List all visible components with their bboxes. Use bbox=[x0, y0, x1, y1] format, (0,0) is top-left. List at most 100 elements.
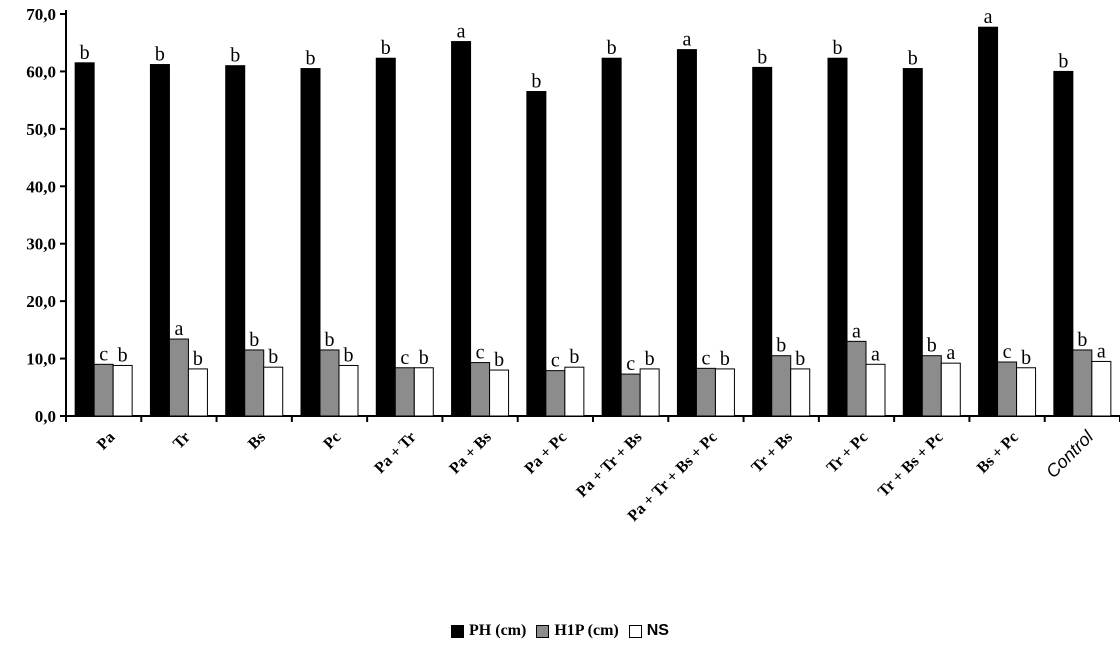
significance-letter: a bbox=[946, 342, 955, 364]
y-tick-label: 50,0 bbox=[26, 120, 56, 139]
significance-letter: b bbox=[531, 71, 541, 93]
bar-ph bbox=[451, 41, 472, 417]
significance-letter: b bbox=[344, 344, 354, 366]
bar-h1p bbox=[1072, 349, 1093, 417]
bar-h1p bbox=[545, 370, 566, 417]
bar-ph bbox=[375, 57, 396, 417]
significance-letter: b bbox=[645, 348, 655, 370]
significance-letter: b bbox=[419, 347, 429, 369]
significance-letter: b bbox=[381, 37, 391, 59]
bar-h1p bbox=[620, 373, 641, 417]
bar-ns bbox=[489, 369, 510, 417]
y-tick-label: 0,0 bbox=[35, 407, 56, 426]
category-label: Tr + Bs + Pc bbox=[875, 429, 947, 501]
bar-h1p bbox=[93, 363, 114, 417]
significance-letter: b bbox=[494, 349, 504, 371]
significance-letter: c bbox=[400, 347, 409, 369]
bar-ph bbox=[526, 91, 547, 417]
legend-swatch-ph bbox=[451, 624, 465, 638]
significance-letter: c bbox=[476, 342, 485, 364]
bar-ns bbox=[940, 362, 961, 417]
significance-letter: b bbox=[720, 348, 730, 370]
significance-letter: b bbox=[569, 346, 579, 368]
bar-ns bbox=[1016, 367, 1037, 417]
bar-ns bbox=[263, 366, 284, 417]
bar-ph bbox=[676, 49, 697, 417]
bar-ph bbox=[74, 62, 95, 417]
x-axis bbox=[65, 415, 1120, 422]
bar-ph bbox=[902, 68, 923, 417]
significance-letter: c bbox=[551, 350, 560, 372]
bar-ph bbox=[149, 64, 170, 417]
significance-letter: b bbox=[193, 348, 203, 370]
legend-swatch-ns bbox=[628, 624, 642, 638]
significance-letter: b bbox=[230, 45, 240, 67]
significance-letter: c bbox=[99, 343, 108, 365]
bars bbox=[74, 26, 1112, 417]
bar-h1p bbox=[168, 338, 189, 417]
bar-chart: 0,010,020,030,040,050,060,070,0 bc bbabbb… bbox=[26, 5, 1120, 525]
bar-ns bbox=[865, 363, 886, 417]
y-tick-label: 20,0 bbox=[26, 292, 56, 311]
category-label: Pc bbox=[320, 429, 344, 453]
legend: PH (cm) H1P (cm) NS bbox=[0, 622, 1120, 643]
significance-letter: a bbox=[984, 6, 993, 28]
bar-ns bbox=[1091, 360, 1112, 417]
significance-letter: b bbox=[908, 48, 918, 70]
category-label: Pa bbox=[94, 429, 119, 454]
significance-letter: b bbox=[80, 42, 90, 64]
significance-letter: b bbox=[833, 37, 843, 59]
bar-h1p bbox=[921, 355, 942, 417]
significance-letter: a bbox=[871, 343, 880, 365]
significance-letter: a bbox=[852, 320, 861, 342]
category-label: Pa + Pc bbox=[522, 429, 571, 478]
significance-letter: b bbox=[155, 44, 165, 66]
category-label: Pa + Tr bbox=[371, 429, 419, 477]
bar-ns bbox=[639, 368, 660, 417]
significance-letter: b bbox=[776, 335, 786, 357]
category-label: Tr + Pc bbox=[824, 429, 872, 477]
legend-item-ns: NS bbox=[628, 622, 669, 640]
bar-h1p bbox=[846, 340, 867, 417]
significance-letter: a bbox=[682, 29, 691, 51]
significance-letter: b bbox=[306, 48, 316, 70]
bar-ns bbox=[714, 368, 735, 417]
significance-letter: c bbox=[626, 353, 635, 375]
significance-letter: b bbox=[795, 348, 805, 370]
category-label: Pa + Tr + Bs bbox=[573, 429, 645, 501]
bar-h1p bbox=[244, 349, 265, 417]
significance-letter: b bbox=[1021, 347, 1031, 369]
significance-letter: a bbox=[1097, 340, 1106, 362]
bar-ph bbox=[978, 26, 999, 417]
y-tick-label: 40,0 bbox=[26, 177, 56, 196]
bar-ns bbox=[187, 368, 208, 417]
significance-letter: c bbox=[1003, 341, 1012, 363]
significance-letter: b bbox=[325, 329, 335, 351]
bar-ns bbox=[112, 364, 133, 417]
significance-letter: b bbox=[268, 346, 278, 368]
bar-ph bbox=[225, 65, 246, 417]
category-label: Bs + Pc bbox=[974, 429, 1022, 477]
bar-h1p bbox=[771, 355, 792, 417]
legend-label-ph: PH (cm) bbox=[469, 622, 527, 639]
y-axis: 0,0 10,0 20,0 30,0 40,0 50,0 60,0 70,0 bbox=[26, 5, 67, 426]
significance-letter: b bbox=[1058, 50, 1068, 72]
bar-h1p bbox=[319, 349, 340, 417]
bar-h1p bbox=[997, 361, 1018, 417]
significance-letter: b bbox=[1077, 329, 1087, 351]
category-label: Tr bbox=[170, 429, 194, 453]
bar-h1p bbox=[695, 367, 716, 417]
bar-ph bbox=[827, 57, 848, 417]
y-tick-label: 60,0 bbox=[26, 62, 56, 81]
bar-ph bbox=[752, 66, 773, 417]
legend-label-ns: NS bbox=[646, 622, 669, 639]
legend-item-ph: PH (cm) bbox=[451, 622, 526, 640]
significance-letter: a bbox=[174, 318, 183, 340]
bar-ph bbox=[601, 57, 622, 417]
bar-h1p bbox=[470, 362, 491, 417]
y-tick-label: 70,0 bbox=[26, 5, 56, 24]
bar-ns bbox=[564, 366, 585, 417]
legend-item-h1p: H1P (cm) bbox=[536, 622, 619, 640]
bar-ns bbox=[338, 364, 359, 417]
bar-ph bbox=[300, 68, 321, 417]
